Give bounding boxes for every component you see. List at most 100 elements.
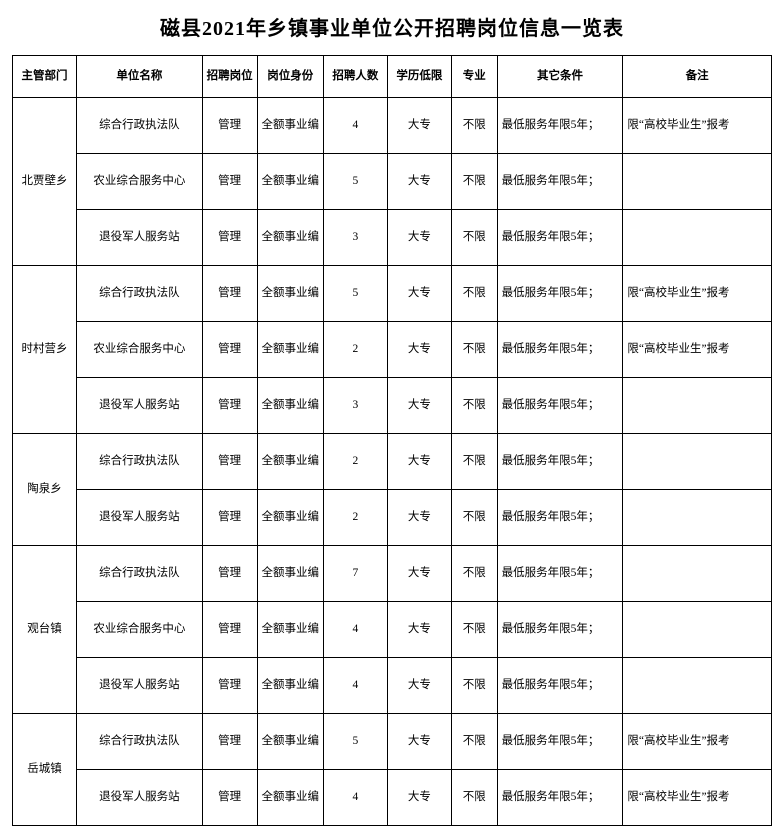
cell-status: 全额事业编 [257,714,323,770]
cell-unit: 农业综合服务中心 [77,322,203,378]
col-header-remark: 备注 [623,56,772,98]
cell-unit: 退役军人服务站 [77,378,203,434]
cell-status: 全额事业编 [257,322,323,378]
cell-unit: 农业综合服务中心 [77,602,203,658]
cell-other: 最低服务年限5年； [497,154,623,210]
cell-other: 最低服务年限5年； [497,210,623,266]
cell-other: 最低服务年限5年； [497,546,623,602]
cell-unit: 综合行政执法队 [77,98,203,154]
cell-other: 最低服务年限5年； [497,266,623,322]
cell-other: 最低服务年限5年； [497,714,623,770]
table-row: 陶泉乡综合行政执法队管理全额事业编2大专不限最低服务年限5年； [13,434,772,490]
table-row: 退役军人服务站管理全额事业编4大专不限最低服务年限5年；限“高校毕业生”报考 [13,770,772,826]
cell-edu: 大专 [387,266,451,322]
cell-status: 全额事业编 [257,546,323,602]
cell-unit: 综合行政执法队 [77,714,203,770]
cell-count: 2 [323,434,387,490]
cell-remark [623,658,772,714]
cell-edu: 大专 [387,434,451,490]
cell-major: 不限 [451,210,497,266]
cell-status: 全额事业编 [257,378,323,434]
cell-unit: 退役军人服务站 [77,770,203,826]
cell-edu: 大专 [387,602,451,658]
col-header-pos: 招聘岗位 [202,56,257,98]
cell-major: 不限 [451,434,497,490]
cell-edu: 大专 [387,322,451,378]
cell-pos: 管理 [202,98,257,154]
cell-edu: 大专 [387,154,451,210]
cell-remark [623,154,772,210]
cell-major: 不限 [451,490,497,546]
cell-count: 5 [323,714,387,770]
cell-major: 不限 [451,602,497,658]
cell-remark [623,546,772,602]
cell-status: 全额事业编 [257,154,323,210]
cell-status: 全额事业编 [257,434,323,490]
cell-remark [623,602,772,658]
cell-other: 最低服务年限5年； [497,770,623,826]
cell-count: 2 [323,322,387,378]
cell-edu: 大专 [387,770,451,826]
cell-other: 最低服务年限5年； [497,378,623,434]
cell-remark [623,434,772,490]
table-body: 北贾壁乡综合行政执法队管理全额事业编4大专不限最低服务年限5年；限“高校毕业生”… [13,98,772,826]
cell-major: 不限 [451,154,497,210]
cell-edu: 大专 [387,378,451,434]
col-header-unit: 单位名称 [77,56,203,98]
cell-edu: 大专 [387,490,451,546]
cell-major: 不限 [451,378,497,434]
cell-other: 最低服务年限5年； [497,602,623,658]
cell-count: 2 [323,490,387,546]
cell-pos: 管理 [202,322,257,378]
cell-major: 不限 [451,770,497,826]
cell-edu: 大专 [387,658,451,714]
cell-edu: 大专 [387,714,451,770]
cell-status: 全额事业编 [257,210,323,266]
cell-unit: 退役军人服务站 [77,490,203,546]
cell-pos: 管理 [202,266,257,322]
cell-dept: 观台镇 [13,546,77,714]
table-row: 农业综合服务中心管理全额事业编4大专不限最低服务年限5年； [13,602,772,658]
col-header-edu: 学历低限 [387,56,451,98]
table-row: 观台镇综合行政执法队管理全额事业编7大专不限最低服务年限5年； [13,546,772,602]
cell-count: 4 [323,770,387,826]
cell-edu: 大专 [387,98,451,154]
table-row: 退役军人服务站管理全额事业编4大专不限最低服务年限5年； [13,658,772,714]
cell-major: 不限 [451,658,497,714]
table-row: 岳城镇综合行政执法队管理全额事业编5大专不限最低服务年限5年；限“高校毕业生”报… [13,714,772,770]
cell-remark: 限“高校毕业生”报考 [623,322,772,378]
cell-remark [623,378,772,434]
cell-count: 3 [323,378,387,434]
cell-other: 最低服务年限5年； [497,658,623,714]
recruit-table: 主管部门 单位名称 招聘岗位 岗位身份 招聘人数 学历低限 专业 其它条件 备注… [12,55,772,826]
cell-major: 不限 [451,714,497,770]
cell-remark: 限“高校毕业生”报考 [623,98,772,154]
col-header-major: 专业 [451,56,497,98]
table-header-row: 主管部门 单位名称 招聘岗位 岗位身份 招聘人数 学历低限 专业 其它条件 备注 [13,56,772,98]
cell-major: 不限 [451,98,497,154]
cell-remark: 限“高校毕业生”报考 [623,770,772,826]
cell-dept: 时村营乡 [13,266,77,434]
cell-pos: 管理 [202,658,257,714]
page-title: 磁县2021年乡镇事业单位公开招聘岗位信息一览表 [12,12,772,41]
cell-pos: 管理 [202,602,257,658]
cell-remark [623,490,772,546]
cell-other: 最低服务年限5年； [497,322,623,378]
cell-unit: 农业综合服务中心 [77,154,203,210]
cell-status: 全额事业编 [257,658,323,714]
cell-count: 5 [323,266,387,322]
cell-other: 最低服务年限5年； [497,98,623,154]
table-row: 北贾壁乡综合行政执法队管理全额事业编4大专不限最低服务年限5年；限“高校毕业生”… [13,98,772,154]
cell-status: 全额事业编 [257,602,323,658]
table-row: 退役军人服务站管理全额事业编3大专不限最低服务年限5年； [13,210,772,266]
col-header-count: 招聘人数 [323,56,387,98]
cell-remark: 限“高校毕业生”报考 [623,714,772,770]
table-row: 时村营乡综合行政执法队管理全额事业编5大专不限最低服务年限5年；限“高校毕业生”… [13,266,772,322]
cell-unit: 综合行政执法队 [77,266,203,322]
cell-status: 全额事业编 [257,266,323,322]
cell-pos: 管理 [202,490,257,546]
cell-status: 全额事业编 [257,98,323,154]
cell-unit: 综合行政执法队 [77,434,203,490]
cell-status: 全额事业编 [257,770,323,826]
cell-unit: 退役军人服务站 [77,658,203,714]
